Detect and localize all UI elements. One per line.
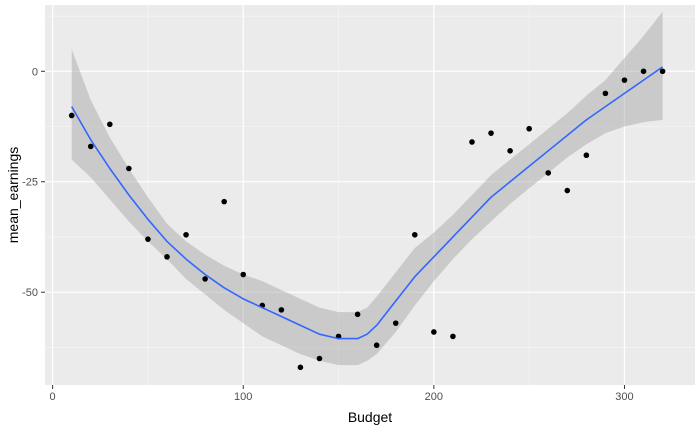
panel-background (45, 5, 695, 385)
x-tick-label-0: 0 (50, 391, 56, 403)
data-point (392, 320, 399, 326)
data-point (640, 68, 647, 75)
data-point (68, 112, 75, 119)
y-tick-label-minus-25: -25 (22, 177, 38, 189)
x-axis-title: Budget (348, 409, 392, 425)
data-point (526, 125, 532, 132)
data-point (564, 187, 571, 194)
data-point (488, 130, 494, 136)
minor-gridlines (45, 5, 695, 385)
y-tick-label-0: 0 (32, 66, 38, 78)
data-point (602, 90, 609, 97)
data-point (87, 143, 94, 150)
data-point (107, 121, 113, 128)
y-tick-label-minus-50: -50 (22, 287, 38, 299)
data-point (183, 231, 189, 238)
data-point (469, 139, 475, 145)
data-point (507, 148, 513, 154)
data-point (545, 170, 552, 176)
major-gridlines (45, 5, 695, 385)
data-point (240, 271, 247, 278)
x-tick-label-200: 200 (425, 391, 443, 403)
data-point (373, 342, 380, 349)
data-point (278, 307, 285, 313)
data-point (583, 152, 590, 159)
smooth-line (70, 66, 664, 340)
data-point (145, 236, 151, 242)
data-point (659, 68, 666, 75)
smooth-trend-line (70, 66, 664, 340)
confidence-band-area (71, 11, 663, 366)
scatter-points (68, 68, 666, 371)
data-point (431, 329, 437, 335)
data-point (221, 198, 227, 205)
axis-ticks (41, 70, 625, 389)
y-axis-title: mean_earnings (5, 147, 21, 244)
data-point (621, 77, 628, 83)
data-point (297, 364, 304, 371)
data-point (202, 276, 208, 282)
data-point (450, 333, 456, 340)
x-tick-label-100: 100 (234, 391, 252, 403)
data-point (164, 254, 170, 260)
confidence-band (71, 11, 663, 366)
x-tick-label-300: 300 (615, 391, 633, 403)
data-point (126, 165, 132, 172)
data-point (316, 355, 323, 362)
data-point (354, 311, 361, 318)
data-point (411, 231, 418, 238)
